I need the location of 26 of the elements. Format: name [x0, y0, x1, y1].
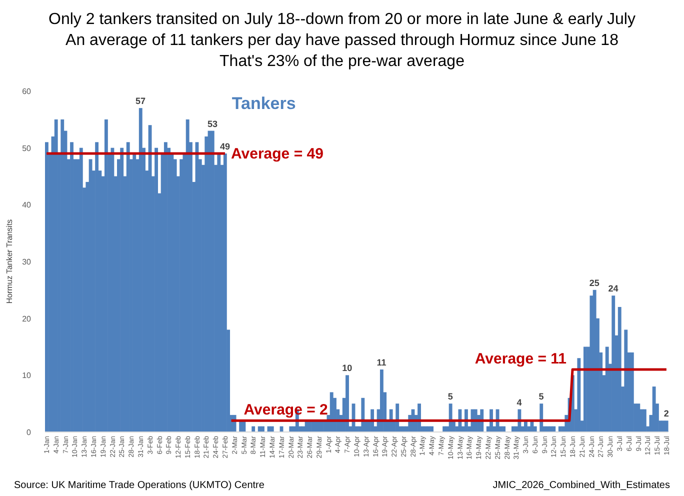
- annotation: Average = 49: [231, 146, 324, 163]
- y-tick-label: 30: [22, 258, 32, 266]
- data-label: 57: [135, 96, 146, 106]
- series-label: Tankers: [232, 94, 296, 113]
- source-note: Source: UK Maritime Trade Operations (UKMTO) Centre: [14, 480, 265, 491]
- y-tick-label: 10: [22, 371, 32, 380]
- chart-title: Only 2 tankers transited on July 18--down from 20 or more in late June & early July An average of 11 tankers per day have passed through Hormuz since June 18 That's 23% of the pre-war average: [48, 11, 636, 70]
- annotation: Average = 11: [474, 350, 567, 368]
- data-label: 5: [538, 392, 544, 402]
- data-label: 4: [516, 397, 522, 408]
- data-label: 24: [608, 284, 618, 294]
- y-tick-label: 20: [22, 314, 32, 324]
- y-axis-title: Hormuz Tanker Transits: [5, 219, 14, 304]
- y-tick-label: 60: [22, 87, 32, 96]
- y-tick-label: 50: [22, 144, 32, 153]
- text: JMIC_2026_Combined_With_Estimates: [492, 480, 670, 491]
- data-label: 53: [207, 118, 218, 129]
- data-label: 49: [220, 142, 230, 152]
- data-label: 25: [589, 278, 600, 288]
- data-label: 2: [664, 408, 669, 419]
- y-tick-label: 0: [26, 428, 32, 437]
- annotation: Average = 2: [244, 402, 328, 419]
- data-label: 5: [448, 392, 453, 402]
- y-tick-label: 40: [22, 200, 32, 210]
- data-label: 11: [376, 357, 386, 368]
- data-label: 10: [342, 363, 352, 374]
